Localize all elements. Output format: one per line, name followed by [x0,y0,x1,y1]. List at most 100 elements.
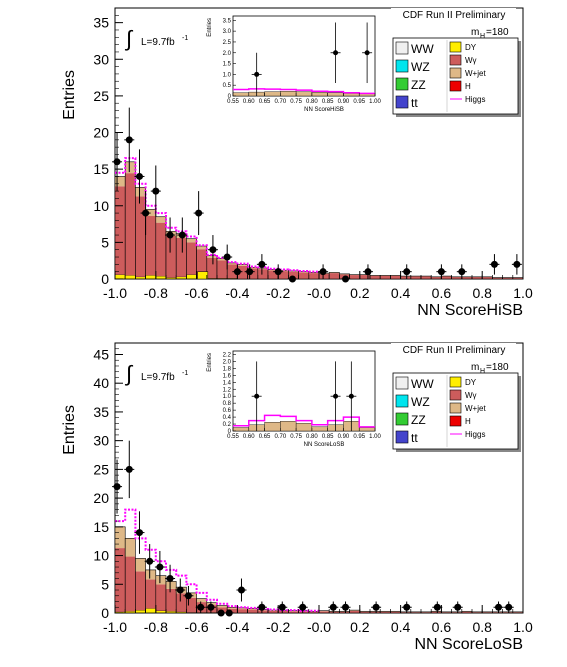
bar-wgamma [329,611,340,613]
inset-x-tick-label: 0.60 [243,99,255,105]
higgs-signal-line [115,508,319,612]
bar-wgamma [247,268,258,279]
inset-panel: 0.55 0.60 0.65 0.70 0.75 0.80 0.85 0.90 0.95 1.00… [205,10,381,120]
inset-y-tick-label: 2.2 [223,352,232,358]
inset-y-tick-label: 1.8 [223,366,232,372]
legend-swatch-wjet [449,67,462,79]
bar-wgamma [461,277,472,279]
data-point [403,603,411,611]
bar-wjet [145,569,156,580]
inset-y-tick-label: 1.0 [223,394,232,400]
luminosity-superscript: -1 [182,35,188,42]
legend-swatch-h [449,415,462,427]
inset-bar [343,93,360,97]
y-tick-label: 20 [93,490,109,506]
bar-dy [124,275,136,280]
legend-swatch-dy [449,41,462,53]
bar-dy [145,275,157,280]
data-point [278,603,286,611]
legend-label-h: H [465,82,471,91]
inset-y-tick-label: 0.5 [223,83,232,89]
header-box [391,343,516,356]
x-tick-label: 0.8 [472,619,492,635]
data-point [125,465,133,473]
data-point [454,603,462,611]
inset-y-tick-label: 1.0 [223,72,232,78]
bar-dy [155,610,167,614]
legend-swatch-dy [449,376,462,388]
legend-swatch-h [449,80,462,92]
mass-label: m [471,362,479,373]
bar-wgamma [441,612,452,613]
x-tick-label: -0.6 [185,285,209,301]
inset-y-title: Entries [207,353,213,372]
bar-dy [135,276,146,280]
inset-x-tick-label: 0.65 [259,99,271,105]
inset-bar [359,427,376,432]
bar-wgamma [370,611,381,613]
inset-data-point [254,71,260,77]
inset-y-tick-label: 2.0 [223,359,232,365]
inset-data-point [254,393,260,399]
inset-y-tick-label: 0 [228,94,232,100]
mass-value: =180 [486,362,509,373]
y-tick-label: 45 [93,346,109,362]
mass-subscript: H [480,33,485,40]
bar-wjet [217,258,228,261]
x-tick-label: -0.8 [144,285,168,301]
mass-subscript: H [480,368,485,375]
bar-wgamma [502,612,513,613]
x-tick-label: 0.8 [472,285,492,301]
data-point [178,231,186,239]
data-point [319,268,327,276]
legend-label-wz: WZ [411,395,430,409]
bar-wgamma [288,611,299,613]
bar-wgamma [410,612,421,613]
inset-bar [295,91,313,97]
legend-swatch-wjet [449,402,462,414]
y-tick-label: 0 [101,605,109,621]
inset-x-tick-label: 0.65 [259,434,271,440]
bar-wgamma [410,276,421,279]
higgs-signal-line [115,157,319,273]
inset-y-tick-label: 1.2 [223,387,232,393]
bar-wgamma [359,611,370,613]
bar-wjet [329,272,340,274]
inset-x-tick-label: 0.80 [306,99,318,105]
inset-x-tick-label: 0.70 [274,99,286,105]
bar-dy [186,274,197,280]
chart-panel-2: -1.0 -0.8 -0.6 -0.4 -0.2 -0.0 0.2 0.4 0.6 0.8 1.00… [61,342,533,653]
data-point [156,563,164,571]
bar-wjet [115,176,126,187]
data-point [513,260,521,268]
legend-swatch-ww [395,41,409,55]
bar-dy [155,275,167,280]
bar-wgamma [155,222,166,277]
legend-swatch-zz [395,412,409,426]
bar-wgamma [217,260,228,279]
data-point [342,603,350,611]
bar-wgamma [492,277,503,279]
x-tick-label: 0.4 [391,285,411,301]
inset-y-tick-label: 3.5 [223,18,232,24]
legend-label-w: Wγ [465,391,477,400]
inset-x-tick-label: 0.55 [227,434,239,440]
bar-wjet [155,216,166,223]
y-tick-label: 40 [93,375,109,391]
bar-wjet [155,575,166,585]
data-point [299,603,307,611]
bar-wgamma [237,609,248,613]
y-tick-label: 35 [93,15,109,31]
bar-wgamma [421,612,432,613]
bar-wgamma [135,571,146,611]
inset-y-tick-label: 1.4 [223,380,232,386]
bar-wjet [135,558,146,572]
chart-panel-1: -1.0 -0.8 -0.6 -0.4 -0.2 -0.0 0.2 0.4 0.6 0.8 1.00… [61,7,533,319]
data-point [505,603,513,611]
bar-wgamma [257,610,268,613]
bar-wgamma [400,612,411,613]
bar-wjet [349,610,360,611]
data-point [207,603,215,611]
bar-wgamma [288,271,299,279]
data-point [495,603,503,611]
